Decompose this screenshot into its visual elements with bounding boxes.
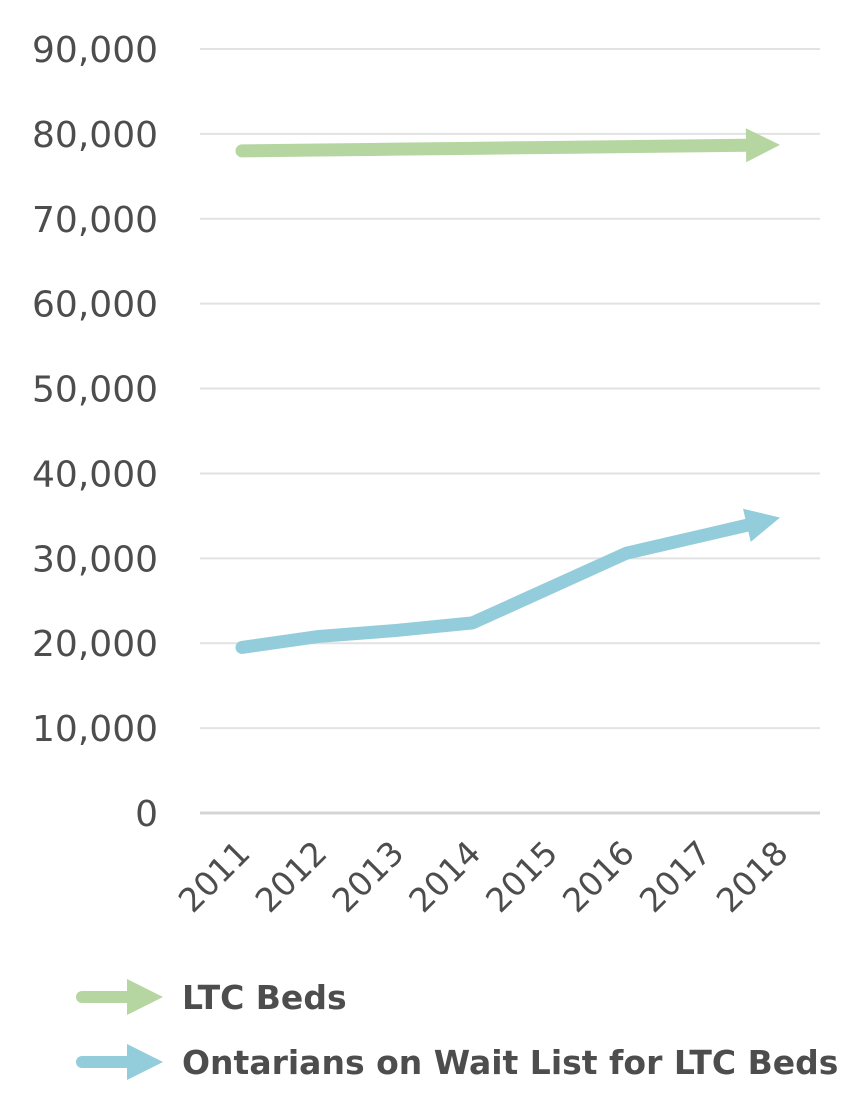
gridlines [200, 48, 820, 815]
x-tick-label: 2018 [709, 833, 796, 920]
series-lines [235, 128, 781, 654]
series-line-1 [235, 518, 754, 654]
y-tick-label: 80,000 [32, 115, 158, 156]
x-tick-label: 2011 [171, 833, 258, 920]
x-tick-label: 2014 [401, 833, 488, 920]
y-tick-label: 40,000 [32, 454, 158, 495]
y-tick-label: 10,000 [32, 709, 158, 750]
legend: LTC Beds Ontarians on Wait List for LTC B… [76, 978, 838, 1082]
y-tick-label: 0 [135, 794, 158, 835]
series-arrowhead-0 [745, 128, 780, 163]
legend-arrow-icon [127, 1044, 163, 1080]
x-tick-label: 2016 [555, 833, 642, 920]
x-tick-label: 2012 [248, 833, 335, 920]
x-tick-label: 2013 [324, 833, 411, 920]
y-tick-label: 90,000 [32, 30, 158, 71]
legend-label-0: LTC Beds [182, 978, 347, 1017]
y-tick-label: 30,000 [32, 539, 158, 580]
y-tick-label: 20,000 [32, 624, 158, 665]
y-axis-tick-labels: 0 10,000 20,000 30,000 40,000 50,000 60,000 70,… [32, 30, 158, 835]
series-arrowhead-1 [743, 508, 780, 542]
series-line-0 [235, 138, 753, 158]
y-tick-label: 50,000 [32, 370, 158, 411]
legend-arrow-icon [127, 979, 163, 1015]
x-tick-label: 2017 [632, 833, 719, 920]
y-tick-label: 60,000 [32, 285, 158, 326]
y-tick-label: 70,000 [32, 200, 158, 241]
x-tick-label: 2015 [478, 833, 565, 920]
legend-label-1: Ontarians on Wait List for LTC Beds [182, 1043, 838, 1082]
